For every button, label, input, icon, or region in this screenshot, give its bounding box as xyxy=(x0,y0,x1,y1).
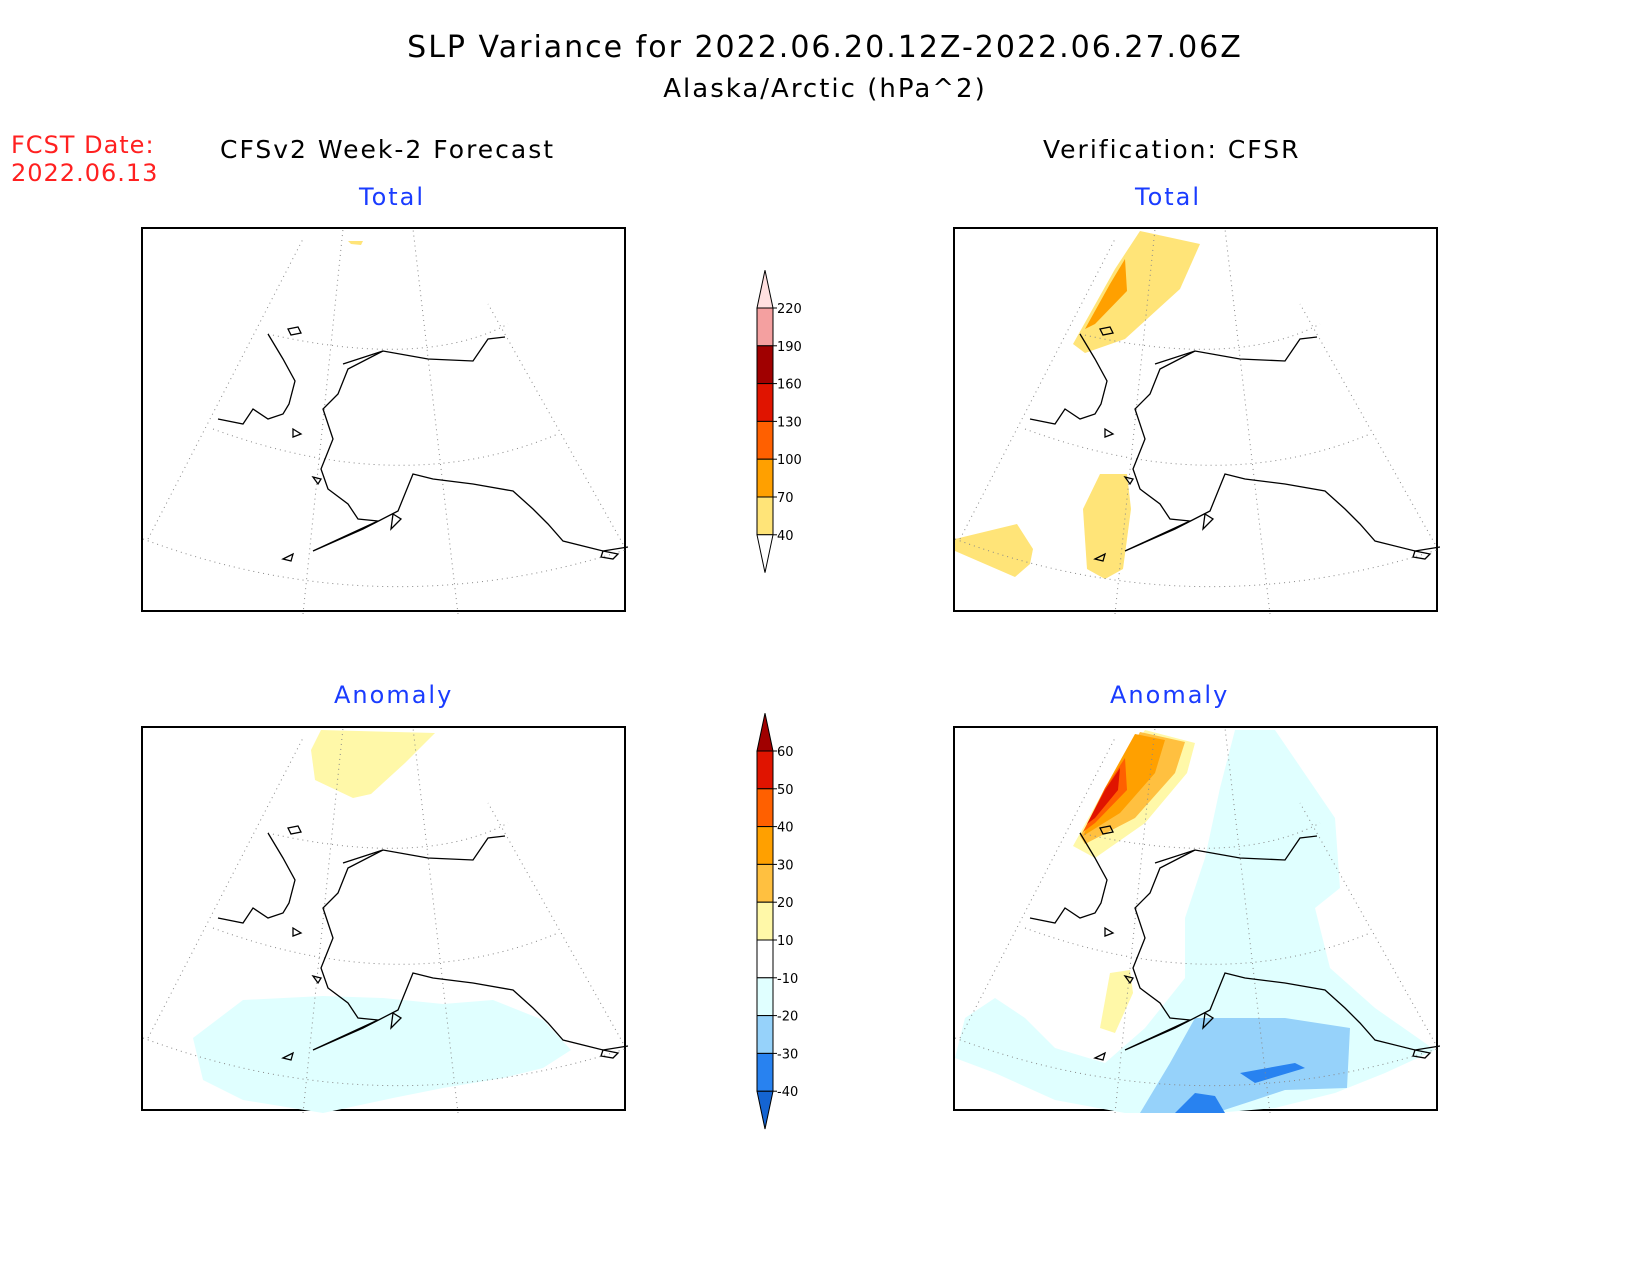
panel-title-bottom-right: Anomaly xyxy=(1110,681,1230,709)
shade-anom-neg10 xyxy=(193,996,571,1113)
colorbar-total-segment xyxy=(756,458,774,498)
shade-total-40 xyxy=(1073,231,1200,353)
shade-total-40 xyxy=(348,241,363,245)
forecast-column-title: CFSv2 Week-2 Forecast xyxy=(220,135,556,164)
colorbar-total-segment xyxy=(756,307,774,347)
colorbar-total-label: 220 xyxy=(777,302,802,317)
shade-total-40 xyxy=(955,524,1033,577)
colorbar-anomaly-label: 20 xyxy=(777,896,794,911)
figure-title: SLP Variance for 2022.06.20.12Z-2022.06.… xyxy=(407,30,1243,65)
colorbar-anomaly-segment xyxy=(756,1015,774,1054)
colorbar-anomaly-top-extension xyxy=(756,713,774,752)
colorbar-anomaly-segment xyxy=(756,977,774,1017)
colorbar-total-top-extension xyxy=(756,270,774,309)
graticule xyxy=(143,728,628,1113)
graticule xyxy=(955,728,1440,1113)
colorbar-anomaly-label: 30 xyxy=(777,858,794,873)
shade-total-40 xyxy=(1083,474,1131,579)
colorbar-total-segment xyxy=(756,420,774,460)
graticule xyxy=(955,229,1440,614)
shade-anom-10 xyxy=(311,730,435,798)
colorbar-anomaly-segment xyxy=(756,863,774,903)
colorbar-total-segment xyxy=(756,345,774,385)
colorbar-anomaly-label: -40 xyxy=(777,1085,798,1100)
coastline xyxy=(1029,326,1440,562)
colorbar-total-segment xyxy=(756,496,774,536)
coastline xyxy=(1029,825,1440,1061)
colorbar-anomaly-segment xyxy=(756,788,774,828)
map-svg xyxy=(955,728,1440,1113)
colorbar-anomaly-label: 10 xyxy=(777,934,794,949)
colorbar-anomaly-label: 50 xyxy=(777,783,794,798)
colorbar-total-label: 70 xyxy=(777,491,794,506)
map-svg xyxy=(955,229,1440,614)
verification-column-title: Verification: CFSR xyxy=(1043,135,1301,164)
colorbar-anomaly-label: 60 xyxy=(777,745,794,760)
colorbar-anomaly-bottom-extension xyxy=(756,1090,774,1130)
colorbar-anomaly-segment xyxy=(756,826,774,865)
shade-anom-neg30 xyxy=(1240,1063,1305,1083)
shade-anom-neg10 xyxy=(955,730,1435,1113)
colorbar-anomaly-label: -10 xyxy=(777,972,798,987)
map-verification-anomaly xyxy=(953,726,1440,1113)
panel-title-bottom-left: Anomaly xyxy=(334,681,454,709)
colorbar-anomaly-label: -30 xyxy=(777,1047,798,1062)
map-svg xyxy=(143,229,628,614)
colorbar-total-label: 130 xyxy=(777,415,802,430)
shade-anom-10 xyxy=(1100,970,1133,1033)
coastline xyxy=(217,825,628,1061)
colorbar-total-label: 40 xyxy=(777,529,794,544)
shade-total-70 xyxy=(1085,259,1127,329)
colorbar-anomaly-segment xyxy=(756,901,774,941)
colorbar-anomaly-segment xyxy=(756,939,774,979)
colorbar-total-segment xyxy=(756,383,774,422)
panel-title-top-right: Total xyxy=(1135,183,1202,211)
graticule xyxy=(143,229,628,614)
colorbar-anomaly-label: -20 xyxy=(777,1010,798,1025)
colorbar-total-label: 190 xyxy=(777,340,802,355)
shade-anom-neg20 xyxy=(1140,1018,1350,1113)
map-forecast-anomaly xyxy=(141,726,628,1113)
figure-subtitle: Alaska/Arctic (hPa^2) xyxy=(663,74,987,104)
fcst-date-label: FCST Date: 2022.06.13 xyxy=(11,131,158,187)
shade-anom-neg30 xyxy=(1175,1093,1225,1113)
coastline xyxy=(217,326,628,562)
fcst-date: 2022.06.13 xyxy=(11,159,159,187)
colorbar-anomaly-segment xyxy=(756,750,774,790)
shade-anom-50 xyxy=(1087,768,1120,824)
colorbar-anomaly-segment xyxy=(756,1052,774,1092)
colorbar-total-label: 160 xyxy=(777,378,802,393)
fcst-label: FCST Date: xyxy=(11,131,155,159)
map-svg xyxy=(143,728,628,1113)
map-verification-total xyxy=(953,227,1440,614)
colorbar-anomaly-label: 40 xyxy=(777,821,794,836)
colorbar-total-label: 100 xyxy=(777,453,802,468)
colorbar-total-bottom-extension xyxy=(756,534,774,573)
map-forecast-total xyxy=(141,227,628,614)
panel-title-top-left: Total xyxy=(359,183,426,211)
